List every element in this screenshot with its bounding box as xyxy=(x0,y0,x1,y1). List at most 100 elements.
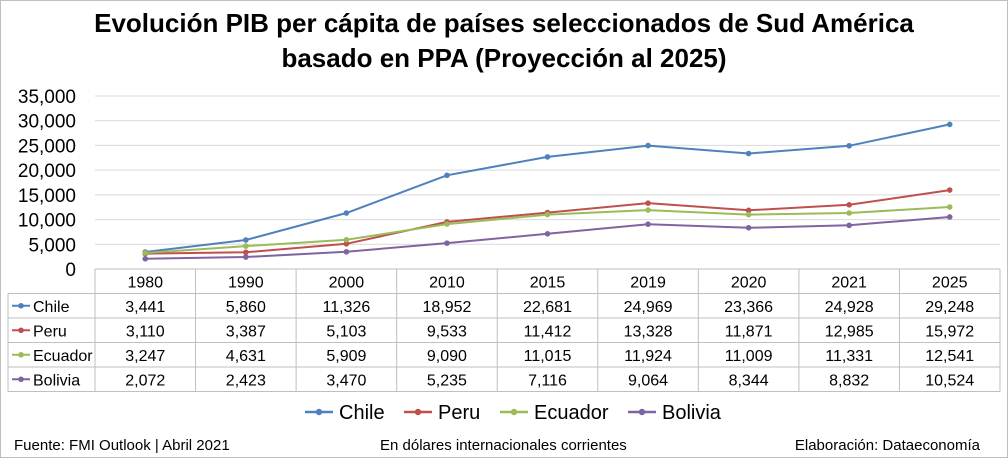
chart-title-line-1: Evolución PIB per cápita de países selec… xyxy=(94,8,914,38)
data-point xyxy=(846,202,852,208)
data-label: 11,015 xyxy=(524,348,572,365)
y-tick-label: 10,000 xyxy=(18,211,76,232)
data-point xyxy=(142,255,149,262)
y-axis: 0 5,000 10,000 15,000 20,000 25,000 30,000 35,0… xyxy=(18,87,76,281)
legend-entry-bolivia: Bolivia xyxy=(662,402,722,424)
data-label: 3,441 xyxy=(125,299,165,316)
data-point xyxy=(645,207,651,213)
data-label: 12,985 xyxy=(825,323,874,340)
data-point xyxy=(243,254,249,260)
data-label: 5,860 xyxy=(226,299,266,316)
y-tick-label: 15,000 xyxy=(18,186,76,207)
data-label: 9,064 xyxy=(628,372,668,389)
chart-title: Evolución PIB per cápita de países selec… xyxy=(0,6,1008,76)
data-point xyxy=(645,221,651,227)
x-tick-label: 2025 xyxy=(932,274,968,291)
data-point xyxy=(745,224,752,231)
x-tick-label: 1990 xyxy=(228,274,264,291)
data-label: 10,524 xyxy=(925,372,974,389)
y-tick-label: 5,000 xyxy=(28,235,76,256)
data-label: 3,247 xyxy=(125,348,165,365)
data-label: 18,952 xyxy=(422,299,471,316)
data-point xyxy=(645,200,651,206)
data-label: 3,110 xyxy=(126,323,165,340)
x-tick-label: 2019 xyxy=(630,274,666,291)
data-label: 24,928 xyxy=(825,299,874,316)
y-tick-label: 30,000 xyxy=(18,112,76,133)
legend-entry-chile: Chile xyxy=(339,402,385,424)
legend-marker xyxy=(315,408,323,416)
data-point xyxy=(544,231,551,237)
data-label: 22,681 xyxy=(523,299,572,316)
data-label: 15,972 xyxy=(925,323,974,340)
table-series-name: Peru xyxy=(33,323,67,340)
x-tick-label: 2015 xyxy=(530,274,566,291)
data-label: 4,631 xyxy=(226,348,266,365)
data-point xyxy=(946,121,953,128)
data-label: 11,326 xyxy=(323,299,371,316)
series-line-bolivia xyxy=(145,216,950,260)
data-label: 24,969 xyxy=(624,299,673,316)
y-tick-label: 35,000 xyxy=(18,87,76,108)
data-point xyxy=(645,142,651,149)
data-label: 29,248 xyxy=(925,299,974,316)
x-tick-label: 2010 xyxy=(429,274,465,291)
table-legend-marker xyxy=(18,351,24,358)
data-table: 1980 1990 2000 2010 2015 2019 2020 2021 2025 Chil… xyxy=(7,268,1001,392)
data-label: 8,344 xyxy=(729,372,769,389)
data-point xyxy=(745,207,752,214)
data-point xyxy=(745,211,752,218)
data-point xyxy=(846,222,852,229)
data-point xyxy=(846,210,852,216)
data-label: 9,533 xyxy=(427,323,467,340)
data-label: 2,072 xyxy=(125,372,165,389)
data-point xyxy=(343,240,350,247)
x-tick-label: 2000 xyxy=(329,274,365,291)
data-label: 9,090 xyxy=(427,348,467,365)
data-label: 7,116 xyxy=(528,372,567,389)
data-label: 2,423 xyxy=(226,372,266,389)
gridlines xyxy=(95,95,1000,270)
data-label: 11,412 xyxy=(524,323,572,340)
data-label: 12,541 xyxy=(925,348,974,365)
data-label: 8,832 xyxy=(829,372,869,389)
table-series-name: Chile xyxy=(33,299,70,316)
legend-entry-ecuador: Ecuador xyxy=(534,402,609,424)
data-point xyxy=(243,249,249,256)
x-tick-label: 1980 xyxy=(127,274,163,291)
data-point xyxy=(243,243,249,249)
data-point xyxy=(946,204,953,210)
data-label: 11,009 xyxy=(725,348,773,365)
legend-marker xyxy=(638,408,646,416)
x-tick-label: 2020 xyxy=(731,274,767,291)
data-point xyxy=(243,237,249,243)
data-label: 11,924 xyxy=(624,348,672,365)
y-tick-label: 20,000 xyxy=(18,161,76,182)
table-legend-marker xyxy=(18,302,24,309)
data-point xyxy=(444,172,450,179)
x-tick-label: 2021 xyxy=(831,274,867,291)
data-label: 5,235 xyxy=(427,372,467,389)
series-lines xyxy=(142,121,953,262)
y-tick-label: 25,000 xyxy=(18,136,76,157)
table-legend-marker xyxy=(18,376,24,383)
data-label: 5,103 xyxy=(326,323,366,340)
chart-title-line-2: basado en PPA (Proyección al 2025) xyxy=(281,43,727,73)
table-series-name: Bolivia xyxy=(33,372,80,389)
data-label: 11,331 xyxy=(825,348,873,365)
data-point xyxy=(444,240,450,246)
data-point xyxy=(343,210,350,216)
footer-source: Fuente: FMI Outlook | Abril 2021 xyxy=(14,437,230,454)
data-label: 5,909 xyxy=(326,348,366,365)
y-tick-label: 0 xyxy=(65,260,76,281)
data-point xyxy=(544,154,551,160)
legend-marker xyxy=(510,408,518,416)
data-point xyxy=(142,250,149,256)
legend-marker xyxy=(414,408,422,416)
data-point xyxy=(946,187,953,193)
data-point xyxy=(745,150,752,157)
footer-credit: Elaboración: Dataeconomía xyxy=(794,437,980,454)
data-point xyxy=(444,221,450,227)
